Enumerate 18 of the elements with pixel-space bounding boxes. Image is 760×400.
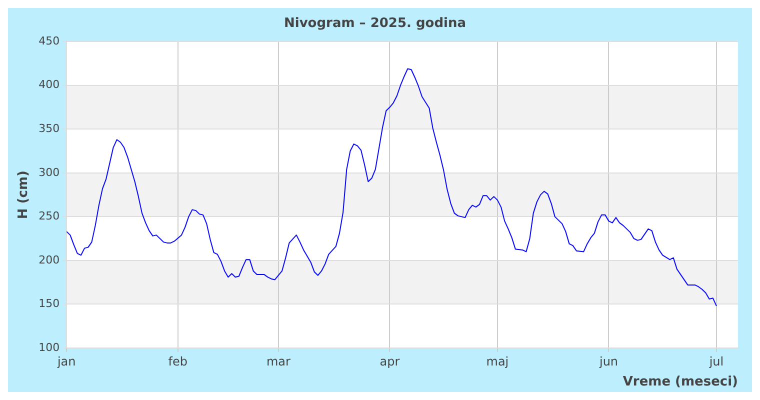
y-tick-label: 450 xyxy=(38,34,60,48)
y-tick-label: 400 xyxy=(38,78,60,92)
y-tick-label: 350 xyxy=(38,122,60,135)
x-axis-title: Vreme (meseci) xyxy=(622,374,738,390)
y-tick-label: 300 xyxy=(38,166,60,179)
x-tick-label: jan xyxy=(56,354,76,368)
x-tick-label: maj xyxy=(486,354,509,368)
y-axis-title: H (cm) xyxy=(16,170,32,220)
x-tick-label: feb xyxy=(168,354,188,368)
x-tick-label: mar xyxy=(266,354,290,368)
y-tick-label: 250 xyxy=(38,210,60,223)
x-tick-label: jul xyxy=(708,354,724,368)
x-tick-label: apr xyxy=(380,354,400,368)
y-tick-label: 200 xyxy=(38,253,60,266)
chart-title: Nivogram – 2025. godina xyxy=(284,16,466,32)
x-tick-label: jun xyxy=(598,354,618,368)
y-tick-label: 150 xyxy=(38,297,60,310)
y-tick-label: 100 xyxy=(38,340,60,354)
